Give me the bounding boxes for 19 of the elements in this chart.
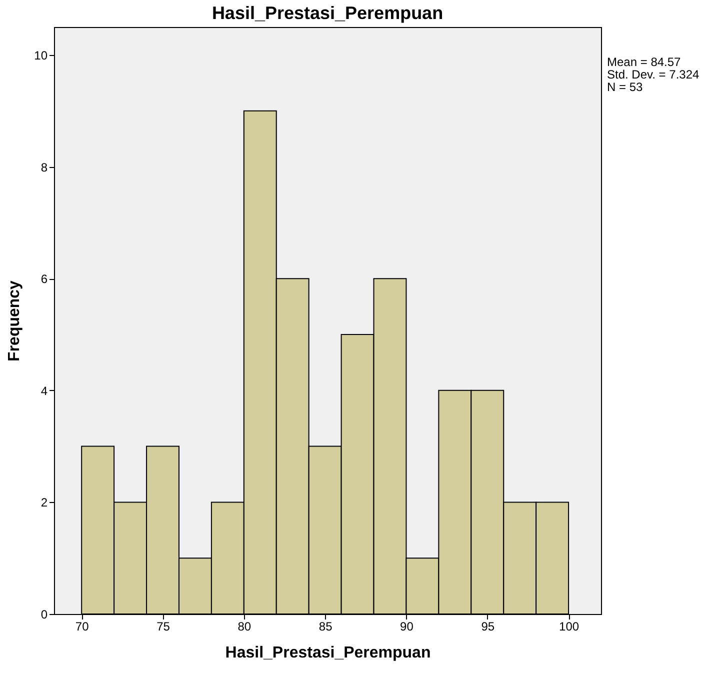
y-tick-label: 10 xyxy=(34,48,48,62)
x-tick-label: 70 xyxy=(75,620,90,634)
y-tick-label: 6 xyxy=(40,272,48,286)
x-tick-label: 95 xyxy=(481,620,495,634)
chart-title: Hasil_Prestasi_Perempuan xyxy=(212,3,444,23)
x-axis-title: Hasil_Prestasi_Perempuan xyxy=(225,644,431,662)
x-tick-label: 90 xyxy=(400,620,414,634)
x-tick-label: 100 xyxy=(559,620,580,634)
x-tick-label: 80 xyxy=(238,620,252,634)
text: N = 53 xyxy=(607,80,644,94)
y-tick-label: 0 xyxy=(40,608,48,622)
y-tick-label: 2 xyxy=(40,496,48,510)
y-axis-title: Frequency xyxy=(6,280,24,362)
x-tick-label: 75 xyxy=(156,620,170,634)
y-tick-label: 8 xyxy=(40,160,48,174)
text: Mean = 84.57 xyxy=(607,55,682,69)
y-tick-label: 4 xyxy=(40,384,48,398)
x-tick-label: 85 xyxy=(318,620,333,634)
text: Std. Dev. = 7.324 xyxy=(607,68,700,82)
